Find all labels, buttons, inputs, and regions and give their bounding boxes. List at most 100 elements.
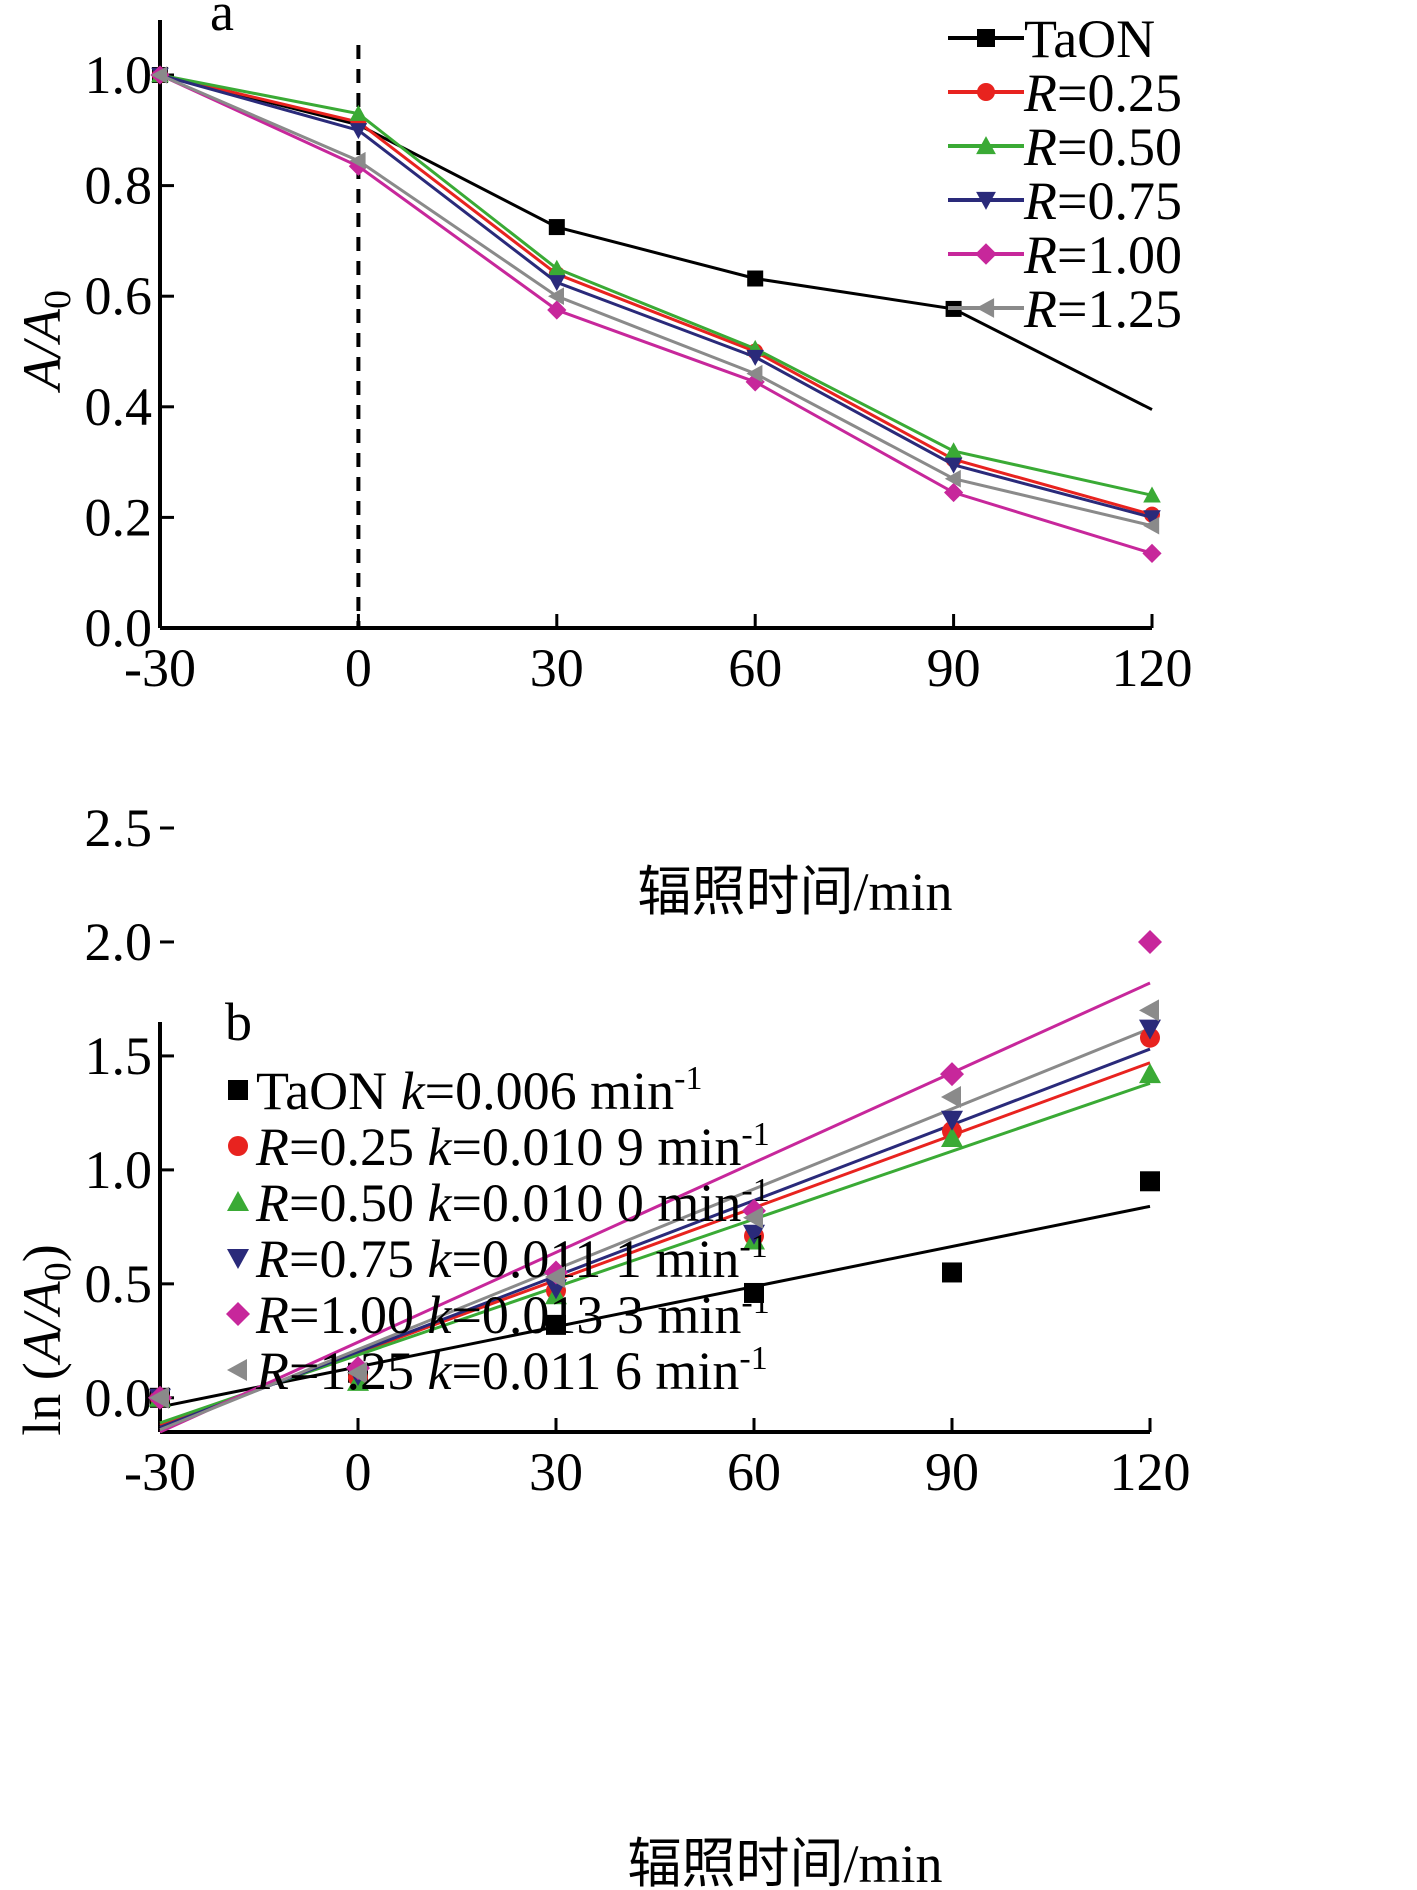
- panel-a-legend-label: TaON: [1024, 9, 1155, 69]
- panel-b-x-tick-label: 90: [925, 1442, 979, 1502]
- panel-b-legend-label: R=1.00 k=0.013 3 min-1: [255, 1284, 770, 1345]
- panel-a-y-tick-label: 0.4: [85, 377, 153, 437]
- panel-a-y-tick-label: 1.0: [85, 45, 153, 105]
- panel-a-series-line: [159, 73, 1153, 497]
- panel-b-y-tick-label: 2.0: [85, 912, 153, 972]
- panel-a-data-point: [348, 156, 368, 176]
- panel-a-data-point: [548, 219, 565, 236]
- panel-a-legend-swatch-marker: [976, 191, 996, 210]
- panel-a-x-tick-label: 60: [728, 638, 782, 698]
- panel-b-legend-swatch-marker: [228, 1136, 248, 1156]
- panel-b-data-point: [743, 1206, 763, 1229]
- panel-a-legend-label: R=0.25: [1023, 63, 1182, 123]
- panel-b-data-point: [1138, 929, 1162, 954]
- panel-b-letter: b: [225, 992, 252, 1052]
- panel-b-legend-label: R=0.50 k=0.010 0 min-1: [255, 1172, 770, 1233]
- panel-b-x-tick-label: 120: [1110, 1442, 1191, 1502]
- panel-a-legend-swatch-marker: [976, 298, 995, 318]
- panel-a-legend-swatch-marker: [976, 136, 996, 155]
- panel-b-legend-swatch-marker: [227, 1359, 247, 1381]
- panel-a-data-point: [151, 66, 168, 84]
- panel-a-data-point: [745, 372, 765, 392]
- panel-a-y-tick-label: 0.0: [85, 598, 153, 658]
- panel-a-data-point: [1143, 486, 1161, 503]
- panel-b-legend-label: R=0.75 k=0.011 1 min-1: [255, 1228, 768, 1289]
- panel-b-x-axis-label: 辐照时间/min: [627, 1834, 942, 1890]
- panel-a-data-point: [548, 259, 566, 276]
- panel-b-data-point: [941, 1110, 963, 1131]
- panel-b-fit-line: [159, 1204, 1151, 1409]
- panel-a-data-point: [746, 364, 763, 383]
- panel-a-data-point: [944, 469, 961, 488]
- panel-b-legend-label: R=0.25 k=0.010 9 min-1: [255, 1116, 770, 1177]
- panel-b-legend-swatch-marker: [227, 1249, 249, 1269]
- panel-a-legend-label: R=0.50: [1023, 117, 1182, 177]
- panel-b-scatter-fit-chart: b 辐照时间/min ln (A/A0) 0.0 0.5 1.0 1.5 2.0 2.5 -…: [12, 798, 1191, 1890]
- panel-b-data-point: [546, 1314, 566, 1335]
- panel-b-fit-line: [159, 981, 1151, 1434]
- panel-a-y-axis-label: A/A0: [12, 290, 79, 393]
- panel-b-y-tick-label: 1.5: [85, 1026, 153, 1086]
- panel-b-data-point: [743, 1224, 765, 1245]
- panel-b-fit-line: [159, 1081, 1151, 1425]
- panel-a-legend-label: R=0.75: [1023, 171, 1182, 231]
- panel-a-series-line: [159, 73, 1153, 517]
- panel-b-y-axis-label: ln (A/A0): [12, 1244, 79, 1435]
- panel-a-data-point: [548, 275, 566, 292]
- panel-a-legend-swatch-marker: [977, 29, 995, 47]
- panel-b-data-point: [1139, 999, 1159, 1022]
- panel-b-fit-line: [159, 1027, 1151, 1432]
- panel-a-data-point: [547, 300, 567, 320]
- panel-a-legend-label: R=1.25: [1023, 279, 1182, 339]
- panel-a-data-point: [1142, 543, 1162, 563]
- panel-a-series-line: [159, 73, 1153, 411]
- panel-a-series-line: [159, 73, 1153, 528]
- panel-b-data-point: [941, 1126, 963, 1147]
- panel-a-x-tick-label: 0: [345, 638, 372, 698]
- panel-b-data-point: [1140, 1171, 1160, 1192]
- panel-a-y-tick-label: 0.8: [85, 156, 153, 216]
- panel-a-x-tick-label: 90: [927, 638, 981, 698]
- panel-a-legend-swatch-marker: [977, 83, 995, 101]
- panel-b-legend-swatch-marker: [228, 1080, 248, 1100]
- panel-a-data-point: [349, 104, 368, 121]
- panel-a-letter: a: [210, 0, 234, 42]
- panel-a-y-tick-label: 0.2: [85, 487, 153, 547]
- panel-b-data-point: [744, 1282, 764, 1303]
- panel-b-data-point: [1139, 1063, 1161, 1084]
- panel-a-data-point: [548, 287, 564, 305]
- panel-a-legend-label: R=1.00: [1023, 225, 1182, 285]
- panel-b-data-point: [1139, 1019, 1161, 1040]
- panel-b-x-tick-label: 60: [727, 1442, 781, 1502]
- panel-a-data-point: [944, 442, 963, 459]
- panel-b-x-tick-label: 0: [345, 1442, 372, 1502]
- panel-a-data-point: [1143, 510, 1161, 527]
- panel-b-data-point: [545, 1266, 565, 1289]
- panel-b-x-tick-label: 30: [529, 1442, 583, 1502]
- panel-a-x-tick-label: 120: [1112, 638, 1193, 698]
- panel-a-data-point: [747, 270, 764, 287]
- panel-a-data-point: [746, 349, 764, 366]
- panel-a-series-line: [159, 73, 1153, 519]
- panel-a-data-point: [349, 151, 366, 170]
- panel-b-y-tick-label: 0.5: [85, 1254, 153, 1314]
- panel-b-y-tick-label: 1.0: [85, 1140, 153, 1200]
- panel-a-x-tick-label: 30: [530, 638, 584, 698]
- panel-b-x-tick-label: -30: [124, 1442, 196, 1502]
- panel-b-data-point: [942, 1262, 962, 1283]
- panel-a-x-axis-label: 辐照时间/min: [637, 862, 952, 922]
- panel-b-data-point: [940, 1062, 964, 1087]
- panel-b-data-point: [149, 1386, 169, 1409]
- panel-b-data-point: [941, 1085, 961, 1108]
- panel-b-y-tick-label: 2.5: [85, 798, 153, 858]
- panel-a-line-chart: a 辐照时间/min A/A0 0.0 0.2 0.4 0.6 0.8 1.0 -30 0 30…: [12, 0, 1193, 922]
- panel-a-data-point: [944, 457, 963, 474]
- panel-b-legend-swatch-marker: [226, 1302, 250, 1326]
- panel-b-legend-label: TaON k=0.006 min-1: [256, 1060, 702, 1121]
- panel-a-y-tick-label: 0.6: [85, 266, 153, 326]
- panel-b-legend-label: R=1.25 k=0.011 6 min-1: [255, 1340, 768, 1401]
- panel-b-legend-swatch-marker: [227, 1191, 249, 1211]
- panel-a-data-point: [349, 123, 368, 140]
- panel-b-data-point: [347, 1361, 367, 1384]
